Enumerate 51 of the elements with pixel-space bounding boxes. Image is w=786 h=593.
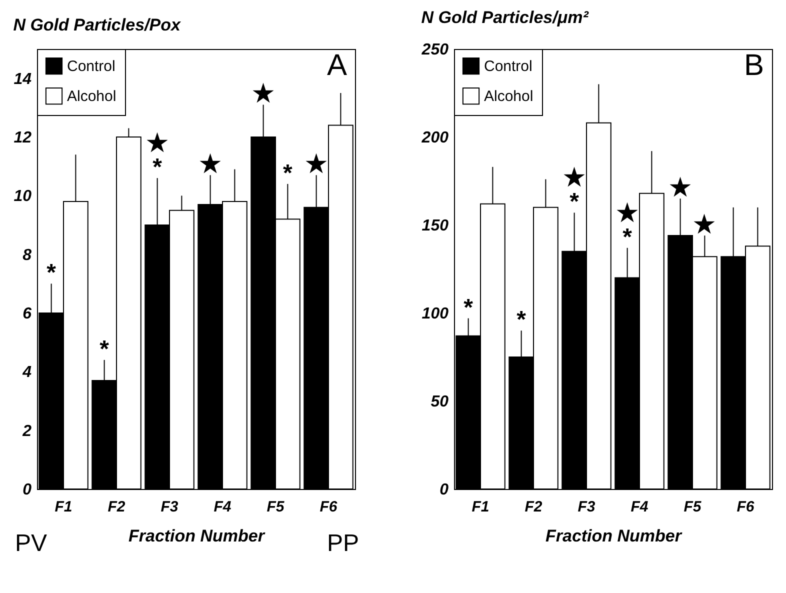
x-tick-label: F3 bbox=[160, 498, 179, 516]
x-axis-title: Fraction Number bbox=[128, 526, 266, 546]
annotation: ★ * bbox=[146, 130, 168, 182]
y-tick-label: 14 bbox=[14, 70, 32, 88]
annotation: * bbox=[100, 336, 110, 363]
y-tick-label: 100 bbox=[422, 306, 449, 322]
annotation: * bbox=[464, 294, 474, 322]
legend-label: Alcohol bbox=[484, 88, 534, 105]
y-tick-label: 2 bbox=[22, 422, 32, 440]
annotation: ★ * bbox=[616, 200, 638, 251]
legend-label: Alcohol bbox=[67, 88, 116, 105]
y-tick-label: 12 bbox=[14, 130, 32, 146]
chart-title: N Gold Particles/Pox bbox=[13, 16, 182, 34]
annotation: * bbox=[46, 260, 57, 287]
annotation: ★ bbox=[199, 151, 222, 178]
y-tick-label: 0 bbox=[22, 482, 32, 498]
annotation: ★ bbox=[669, 174, 692, 202]
x-tick-label: F5 bbox=[266, 498, 285, 516]
annotation: * bbox=[283, 160, 294, 187]
x-tick-label: F2 bbox=[524, 498, 543, 516]
x-tick-label: F3 bbox=[578, 498, 596, 516]
y-tick-label: 250 bbox=[420, 42, 449, 58]
x-tick-label: F5 bbox=[684, 498, 702, 516]
x-tick-label: F6 bbox=[736, 498, 755, 516]
x-tick-label: F1 bbox=[472, 498, 490, 516]
x-tick-label: F4 bbox=[630, 498, 649, 516]
x-tick-label: F6 bbox=[320, 498, 338, 516]
annotation: B bbox=[744, 49, 764, 82]
y-tick-label: 10 bbox=[14, 188, 32, 206]
annotation: ★ bbox=[305, 151, 328, 178]
x-axis-title: Fraction Number bbox=[545, 526, 683, 546]
annotation: * bbox=[516, 306, 527, 334]
annotation: ★ bbox=[252, 80, 274, 108]
chart-title: N Gold Particles/μm² bbox=[421, 8, 590, 27]
x-tick-label: F1 bbox=[54, 498, 72, 516]
annotation: ★ bbox=[694, 212, 716, 239]
y-tick-label: 150 bbox=[422, 218, 449, 234]
y-tick-label: 8 bbox=[22, 246, 32, 264]
legend-label: Control bbox=[67, 58, 116, 75]
annotation: ★ * bbox=[563, 164, 586, 216]
y-tick-label: 0 bbox=[440, 482, 449, 498]
y-tick-label: 200 bbox=[420, 130, 449, 146]
y-tick-label: 6 bbox=[22, 306, 32, 322]
y-tick-label: 50 bbox=[430, 394, 449, 410]
annotation: A bbox=[326, 49, 347, 82]
text: PV bbox=[15, 530, 48, 557]
legend-label: Control bbox=[484, 58, 532, 75]
x-tick-label: F2 bbox=[108, 498, 126, 516]
text: PP bbox=[326, 530, 359, 557]
y-tick-label: 4 bbox=[22, 364, 32, 382]
x-tick-label: F4 bbox=[214, 498, 232, 516]
